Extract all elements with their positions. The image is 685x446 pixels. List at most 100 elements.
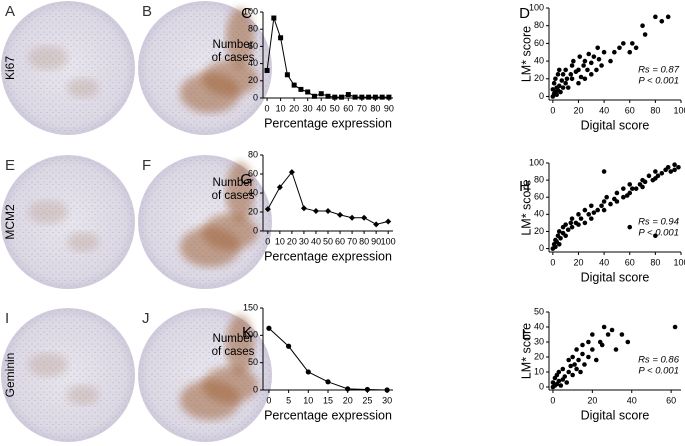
marker: [345, 386, 351, 392]
y-tick-label: 50: [534, 306, 544, 316]
panel-letter: G: [240, 171, 252, 188]
marker: [569, 63, 575, 68]
x-tick-label: 80: [650, 257, 660, 267]
marker: [653, 14, 658, 20]
marker: [676, 164, 681, 170]
marker: [601, 169, 607, 174]
x-tick-label: 100: [673, 257, 685, 267]
y-tick-label: 20: [534, 226, 544, 236]
marker: [564, 380, 570, 385]
marker: [640, 184, 645, 190]
stain: [226, 315, 254, 375]
marker: [563, 67, 568, 73]
y-tick-label: 0: [253, 225, 258, 235]
marker: [655, 173, 661, 179]
x-tick-label: 40: [599, 257, 609, 267]
row-label: Geminin: [3, 353, 17, 398]
marker: [582, 76, 588, 82]
y-tick-label: 40: [534, 55, 544, 65]
marker: [312, 208, 319, 215]
marker: [588, 203, 594, 209]
marker: [569, 216, 575, 221]
y-tick-label: 20: [534, 73, 544, 83]
x-tick-label: 80: [359, 236, 369, 246]
row-label: Ki67: [3, 56, 17, 80]
annotation: P < 0.001: [638, 76, 679, 87]
marker: [580, 351, 585, 357]
marker: [288, 169, 295, 176]
x-tick-label: 90: [384, 103, 394, 113]
marker: [646, 173, 652, 179]
marker: [630, 41, 635, 46]
x-tick-label: 60: [335, 236, 345, 246]
y-tick-label: 20: [534, 351, 544, 361]
marker: [591, 210, 597, 215]
y-axis-label: LM* score: [519, 179, 533, 235]
stain: [28, 353, 68, 377]
panel-letter: K: [242, 324, 252, 341]
x-tick-label: 0: [550, 395, 555, 405]
x-tick-label: 80: [370, 103, 380, 113]
chart: K 0 50 100 150 0 5 10 15 20 25 30 Percentage express…: [242, 302, 393, 422]
y-tick-label: 60: [248, 168, 258, 178]
marker: [570, 372, 575, 378]
y-axis-label: Number of cases: [211, 333, 255, 358]
marker: [556, 378, 562, 384]
marker: [578, 216, 584, 221]
marker: [556, 67, 562, 73]
marker: [588, 72, 594, 77]
marker: [568, 72, 574, 77]
marker: [621, 194, 626, 200]
marker: [311, 93, 317, 99]
tissue-texture: [2, 156, 134, 288]
marker: [349, 214, 356, 221]
marker: [614, 190, 620, 196]
x-tick-label: 100: [381, 236, 396, 246]
marker: [672, 324, 678, 330]
marker: [576, 212, 581, 217]
marker: [591, 54, 597, 59]
marker: [305, 369, 311, 375]
marker: [560, 366, 566, 372]
marker: [621, 186, 626, 191]
marker: [582, 207, 588, 213]
marker: [556, 83, 562, 89]
y-tick-label: 80: [248, 24, 258, 34]
y-tick-label: 20: [248, 75, 258, 85]
marker: [585, 67, 590, 73]
marker: [590, 332, 595, 337]
marker: [345, 92, 351, 98]
marker: [588, 60, 594, 66]
x-tick-label: 5: [286, 395, 291, 405]
y-tick-label: 0: [539, 243, 544, 253]
marker: [305, 89, 311, 95]
marker: [361, 214, 368, 221]
marker: [556, 241, 562, 247]
x-axis-label: Percentage expression: [264, 116, 392, 130]
stain: [67, 78, 99, 98]
marker: [284, 72, 290, 78]
y-axis-label: Number of cases: [211, 177, 255, 202]
panel-letter: D: [519, 5, 530, 22]
x-tick-label: 30: [303, 103, 313, 113]
marker: [325, 93, 331, 99]
y-tick-label: 80: [248, 149, 258, 159]
y-tick-label: 80: [534, 174, 544, 184]
marker: [580, 342, 585, 348]
stain: [28, 46, 68, 70]
marker: [278, 35, 284, 41]
marker: [672, 162, 677, 168]
marker: [599, 203, 604, 209]
marker: [571, 58, 576, 64]
marker: [558, 89, 563, 95]
marker: [559, 78, 565, 83]
panel-letter: E: [5, 157, 15, 174]
x-tick-label: 0: [550, 257, 555, 267]
y-tick-label: 50: [248, 357, 258, 367]
marker: [668, 169, 674, 174]
marker: [576, 80, 581, 86]
marker: [608, 201, 613, 207]
marker: [569, 76, 575, 82]
marker: [577, 54, 583, 59]
x-tick-label: 40: [627, 395, 637, 405]
